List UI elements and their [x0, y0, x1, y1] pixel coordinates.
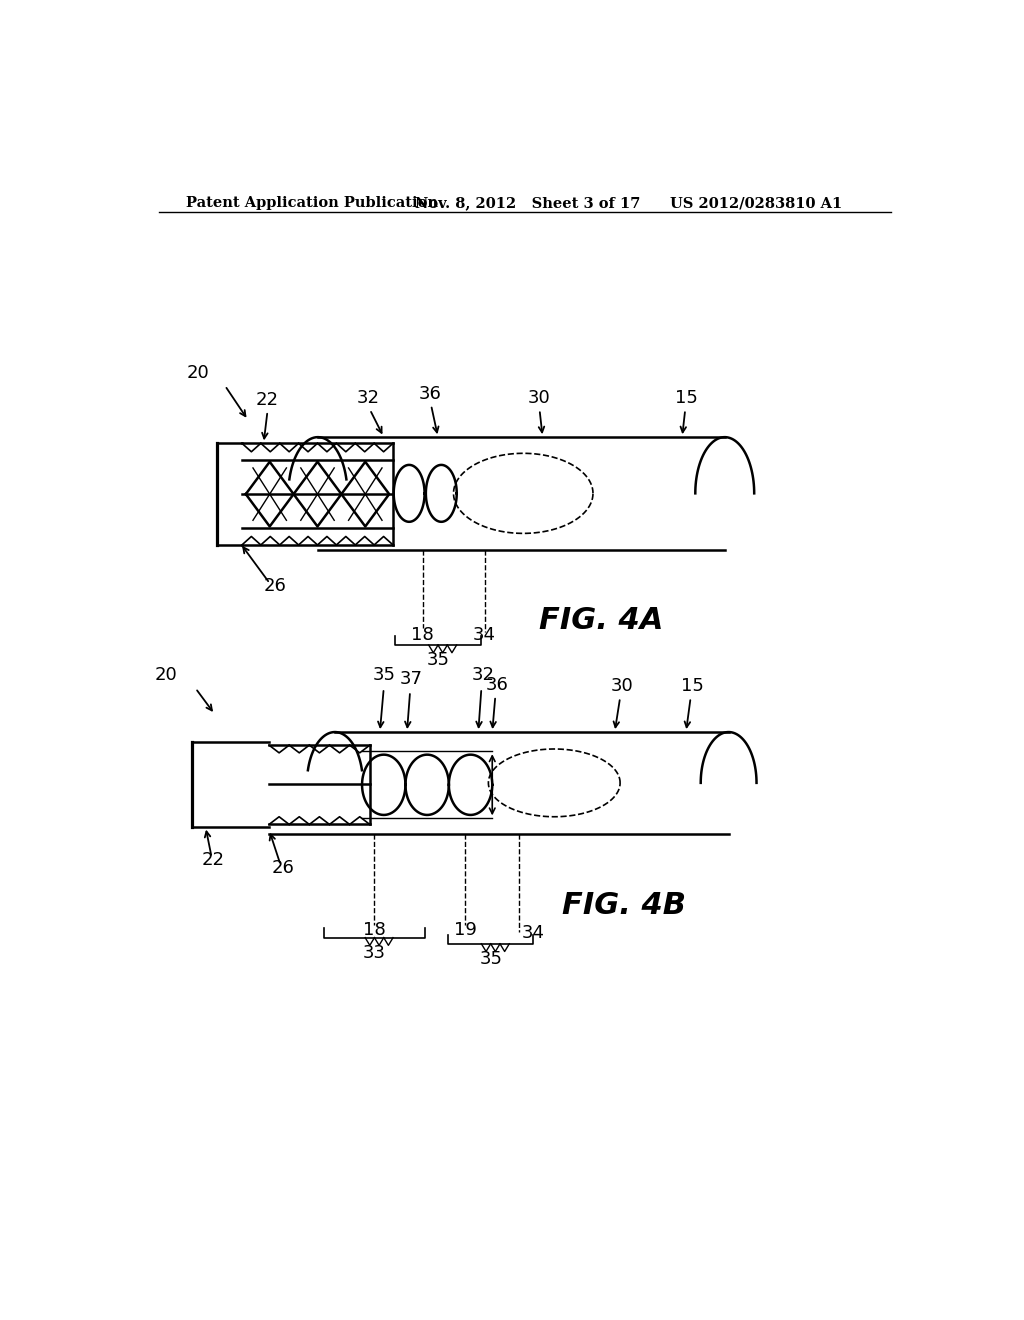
Text: 22: 22 — [202, 851, 224, 870]
Text: 34: 34 — [521, 924, 545, 941]
Text: 18: 18 — [364, 920, 386, 939]
Text: 30: 30 — [611, 677, 634, 696]
Text: 22: 22 — [256, 391, 279, 409]
Text: 20: 20 — [155, 667, 177, 685]
Text: 35: 35 — [373, 667, 395, 685]
Text: 35: 35 — [427, 651, 450, 669]
Text: 37: 37 — [399, 669, 422, 688]
Text: 36: 36 — [419, 384, 441, 403]
Text: FIG. 4A: FIG. 4A — [539, 606, 663, 635]
Text: 26: 26 — [264, 577, 287, 595]
Text: 36: 36 — [485, 676, 508, 694]
Text: 32: 32 — [471, 667, 495, 685]
Text: 20: 20 — [186, 364, 209, 381]
Text: 33: 33 — [362, 944, 386, 962]
Text: 18: 18 — [411, 626, 434, 644]
Text: 15: 15 — [675, 389, 697, 408]
Text: 26: 26 — [271, 859, 295, 876]
Text: 30: 30 — [527, 389, 550, 408]
Text: 32: 32 — [356, 389, 380, 408]
Text: 35: 35 — [479, 950, 502, 968]
Text: 34: 34 — [473, 626, 496, 644]
Text: Patent Application Publication: Patent Application Publication — [186, 197, 438, 210]
Text: US 2012/0283810 A1: US 2012/0283810 A1 — [671, 197, 843, 210]
Text: FIG. 4B: FIG. 4B — [562, 891, 686, 920]
Text: Nov. 8, 2012   Sheet 3 of 17: Nov. 8, 2012 Sheet 3 of 17 — [415, 197, 640, 210]
Text: 19: 19 — [454, 920, 476, 939]
Text: 15: 15 — [681, 677, 703, 696]
